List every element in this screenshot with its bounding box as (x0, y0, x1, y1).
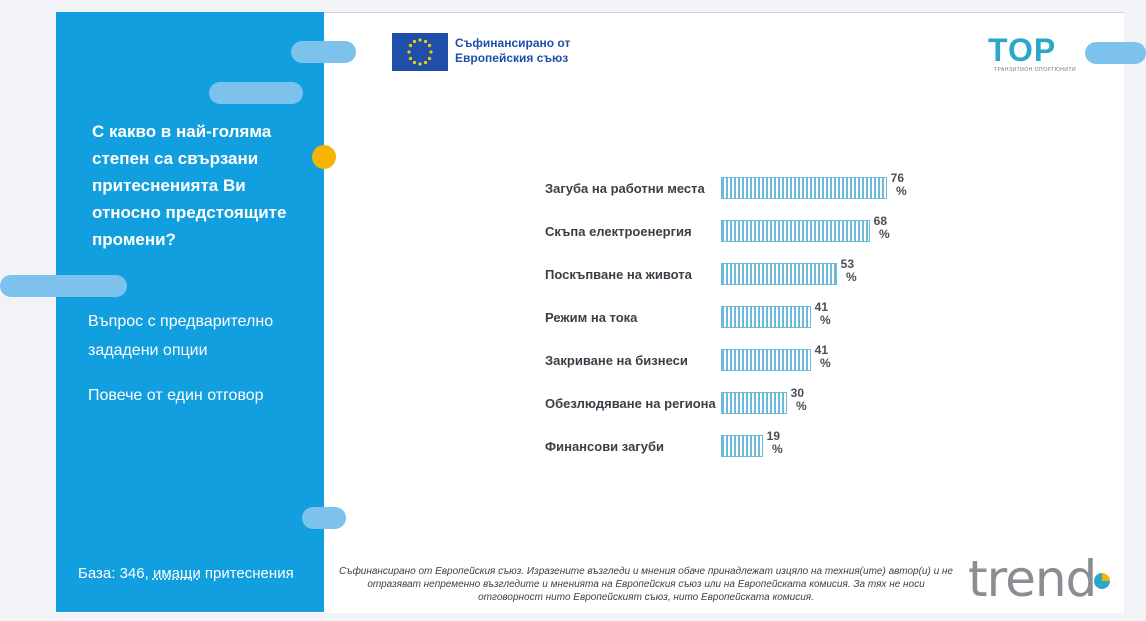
decor-pill (209, 82, 303, 104)
data-label-unit: % (879, 227, 890, 241)
eu-line-1: Съфинансирано от (455, 36, 571, 50)
data-label-value: 19 (766, 429, 781, 443)
eu-line-2: Европейския съюз (455, 51, 569, 65)
base-suffix: притеснения (204, 565, 294, 582)
bar (721, 220, 870, 242)
data-label: 68% (871, 215, 890, 241)
category-label: Закриване на бизнеси (545, 353, 688, 368)
top-logo-text: TOP (988, 32, 1057, 68)
base-note: База: 346, имащи притеснения (78, 565, 294, 582)
data-label: 76% (888, 172, 907, 198)
question-title: С какво в най-голяма степен са свързани … (92, 122, 287, 249)
bar (721, 306, 811, 328)
base-prefix: База: 346, (78, 565, 149, 582)
data-label-value: 41 (814, 300, 829, 314)
data-label-value: 30 (790, 386, 805, 400)
left-panel (56, 12, 324, 612)
base-underlined: имащи (152, 565, 201, 582)
data-label: 41% (812, 344, 831, 370)
decor-pill (302, 507, 346, 529)
eu-disclaimer: Съфинансирано от Европейския съюз. Израз… (339, 566, 953, 603)
data-label-unit: % (796, 399, 807, 413)
bar (721, 177, 887, 199)
data-label-value: 53 (840, 257, 855, 271)
eu-flag-icon (392, 33, 448, 71)
bar (721, 349, 811, 371)
data-label-unit: % (820, 313, 831, 327)
data-label-value: 41 (814, 343, 829, 357)
eu-cofunded-label: Съфинансирано от Европейския съюз (455, 36, 570, 66)
data-label-unit: % (820, 356, 831, 370)
trend-logo-dot-icon (1094, 573, 1110, 589)
decor-pill (1085, 42, 1146, 64)
data-label-value: 76 (890, 171, 905, 185)
category-label: Поскъпване на живота (545, 267, 692, 282)
answer-type-note: Повече от един отговор (88, 387, 264, 404)
data-label-unit: % (896, 184, 907, 198)
category-label: Режим на тока (545, 310, 638, 325)
trend-logo: trend (968, 550, 1097, 608)
top-logo-subtitle: ТРАНЗИТИОН ОПОРТЮНИТИ (994, 67, 1077, 73)
data-label-value: 68 (873, 214, 888, 228)
question-type-note: Въпрос с предварително зададени опции (88, 313, 274, 359)
category-label: Обезлюдяване на региона (545, 396, 716, 411)
bar (721, 435, 763, 457)
decor-pill (0, 275, 127, 297)
data-label: 30% (788, 387, 807, 413)
bar (721, 263, 837, 285)
category-label: Финансови загуби (545, 439, 664, 454)
category-label: Скъпа електроенергия (545, 224, 692, 239)
data-label-unit: % (846, 270, 857, 284)
category-label: Загуба на работни места (545, 181, 705, 196)
decor-dot (312, 145, 336, 169)
bar (721, 392, 787, 414)
data-label: 41% (812, 301, 831, 327)
top-logo: TOP (988, 32, 1064, 76)
decor-pill (291, 41, 356, 63)
data-label: 53% (838, 258, 857, 284)
data-label: 19% (764, 430, 783, 456)
data-label-unit: % (772, 442, 783, 456)
